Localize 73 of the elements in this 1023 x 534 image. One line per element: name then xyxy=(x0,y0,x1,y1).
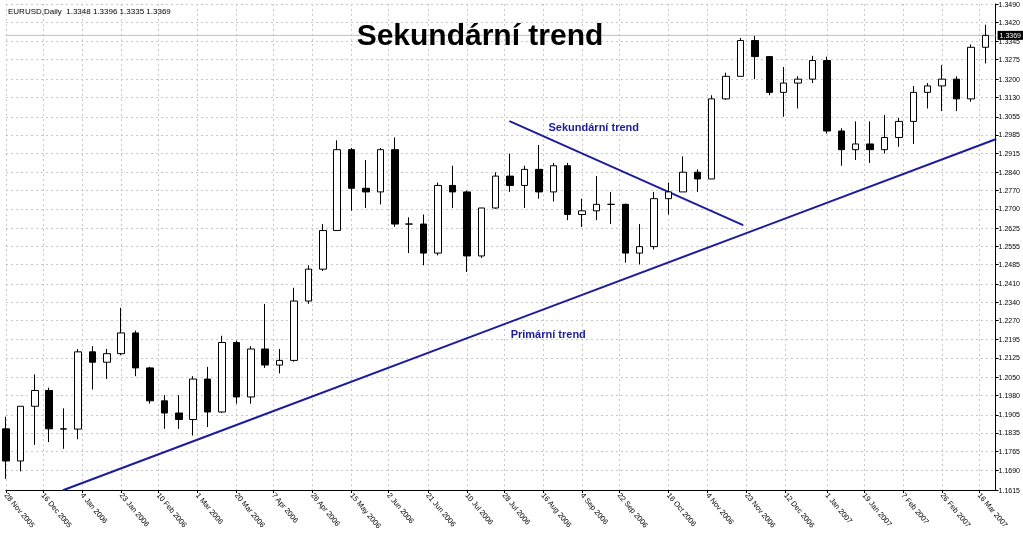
candlestick xyxy=(175,394,183,430)
candlestick xyxy=(650,191,658,250)
candlestick xyxy=(45,387,53,443)
candlestick xyxy=(319,223,327,272)
candlestick xyxy=(420,213,427,266)
candlestick xyxy=(535,144,543,200)
candlestick xyxy=(982,24,989,64)
candlestick xyxy=(694,168,701,193)
candlestick xyxy=(967,43,975,103)
candlestick xyxy=(233,339,240,405)
candlestick xyxy=(391,136,399,228)
candlestick xyxy=(938,64,946,112)
series-label: Sekundární trend xyxy=(548,120,639,133)
candlestick xyxy=(622,203,629,264)
candlestick xyxy=(247,345,255,405)
candlestick xyxy=(463,190,471,273)
candlestick xyxy=(189,375,197,437)
candlestick xyxy=(2,416,10,480)
candlestick xyxy=(953,75,960,112)
candlestick xyxy=(766,56,773,96)
candlestick xyxy=(866,120,874,164)
chart-subtitle: EURUSD,Daily 1.3348 1.3396 1.3335 1.3369 xyxy=(8,6,172,16)
candlestick xyxy=(362,159,370,209)
candlestick xyxy=(506,153,514,193)
candlestick xyxy=(593,175,600,221)
candlestick xyxy=(838,127,845,167)
candlestick xyxy=(89,345,96,390)
candlestick xyxy=(564,162,571,221)
candlestick xyxy=(809,55,816,84)
candlestick xyxy=(751,35,759,80)
candlestick xyxy=(405,216,413,254)
chart-title: Sekundární trend xyxy=(356,17,604,51)
candlestick xyxy=(521,165,528,209)
candlestick xyxy=(492,171,499,210)
candlestick xyxy=(60,407,67,450)
candlestick xyxy=(449,165,456,209)
candlestick xyxy=(881,114,888,155)
candlestick xyxy=(276,348,283,374)
candlestick xyxy=(204,366,211,428)
series-label: Primární trend xyxy=(510,327,586,340)
candlestick xyxy=(636,223,643,265)
candlestick xyxy=(895,117,903,148)
candlestick xyxy=(333,139,341,232)
candlestick xyxy=(377,147,384,205)
candlestick xyxy=(290,287,298,363)
candlestick xyxy=(910,85,917,145)
candlestick xyxy=(852,120,859,161)
candlestick xyxy=(823,56,831,135)
candlestick xyxy=(132,330,139,377)
candlestick xyxy=(74,348,82,440)
candlestick xyxy=(117,307,125,356)
candlestick xyxy=(578,198,586,228)
candlestick xyxy=(708,94,715,180)
candlestick xyxy=(679,155,687,193)
candlestick xyxy=(161,394,168,430)
candlestick xyxy=(794,75,802,109)
candlestick xyxy=(665,182,672,215)
candlestick xyxy=(261,303,269,369)
candlestick xyxy=(924,82,931,109)
candlestick xyxy=(478,207,485,259)
candlestick xyxy=(737,37,744,77)
candlestick xyxy=(348,147,355,212)
candlestick xyxy=(434,182,442,256)
candlestick xyxy=(780,66,787,118)
candlestick xyxy=(218,335,226,414)
candlestick xyxy=(550,162,557,203)
candlestick xyxy=(31,373,39,446)
candlestick xyxy=(103,348,111,380)
candlestick xyxy=(722,72,730,101)
candlestick xyxy=(305,264,312,305)
candlestick xyxy=(607,191,615,225)
candlestick xyxy=(146,366,154,405)
candlestick xyxy=(17,405,24,472)
